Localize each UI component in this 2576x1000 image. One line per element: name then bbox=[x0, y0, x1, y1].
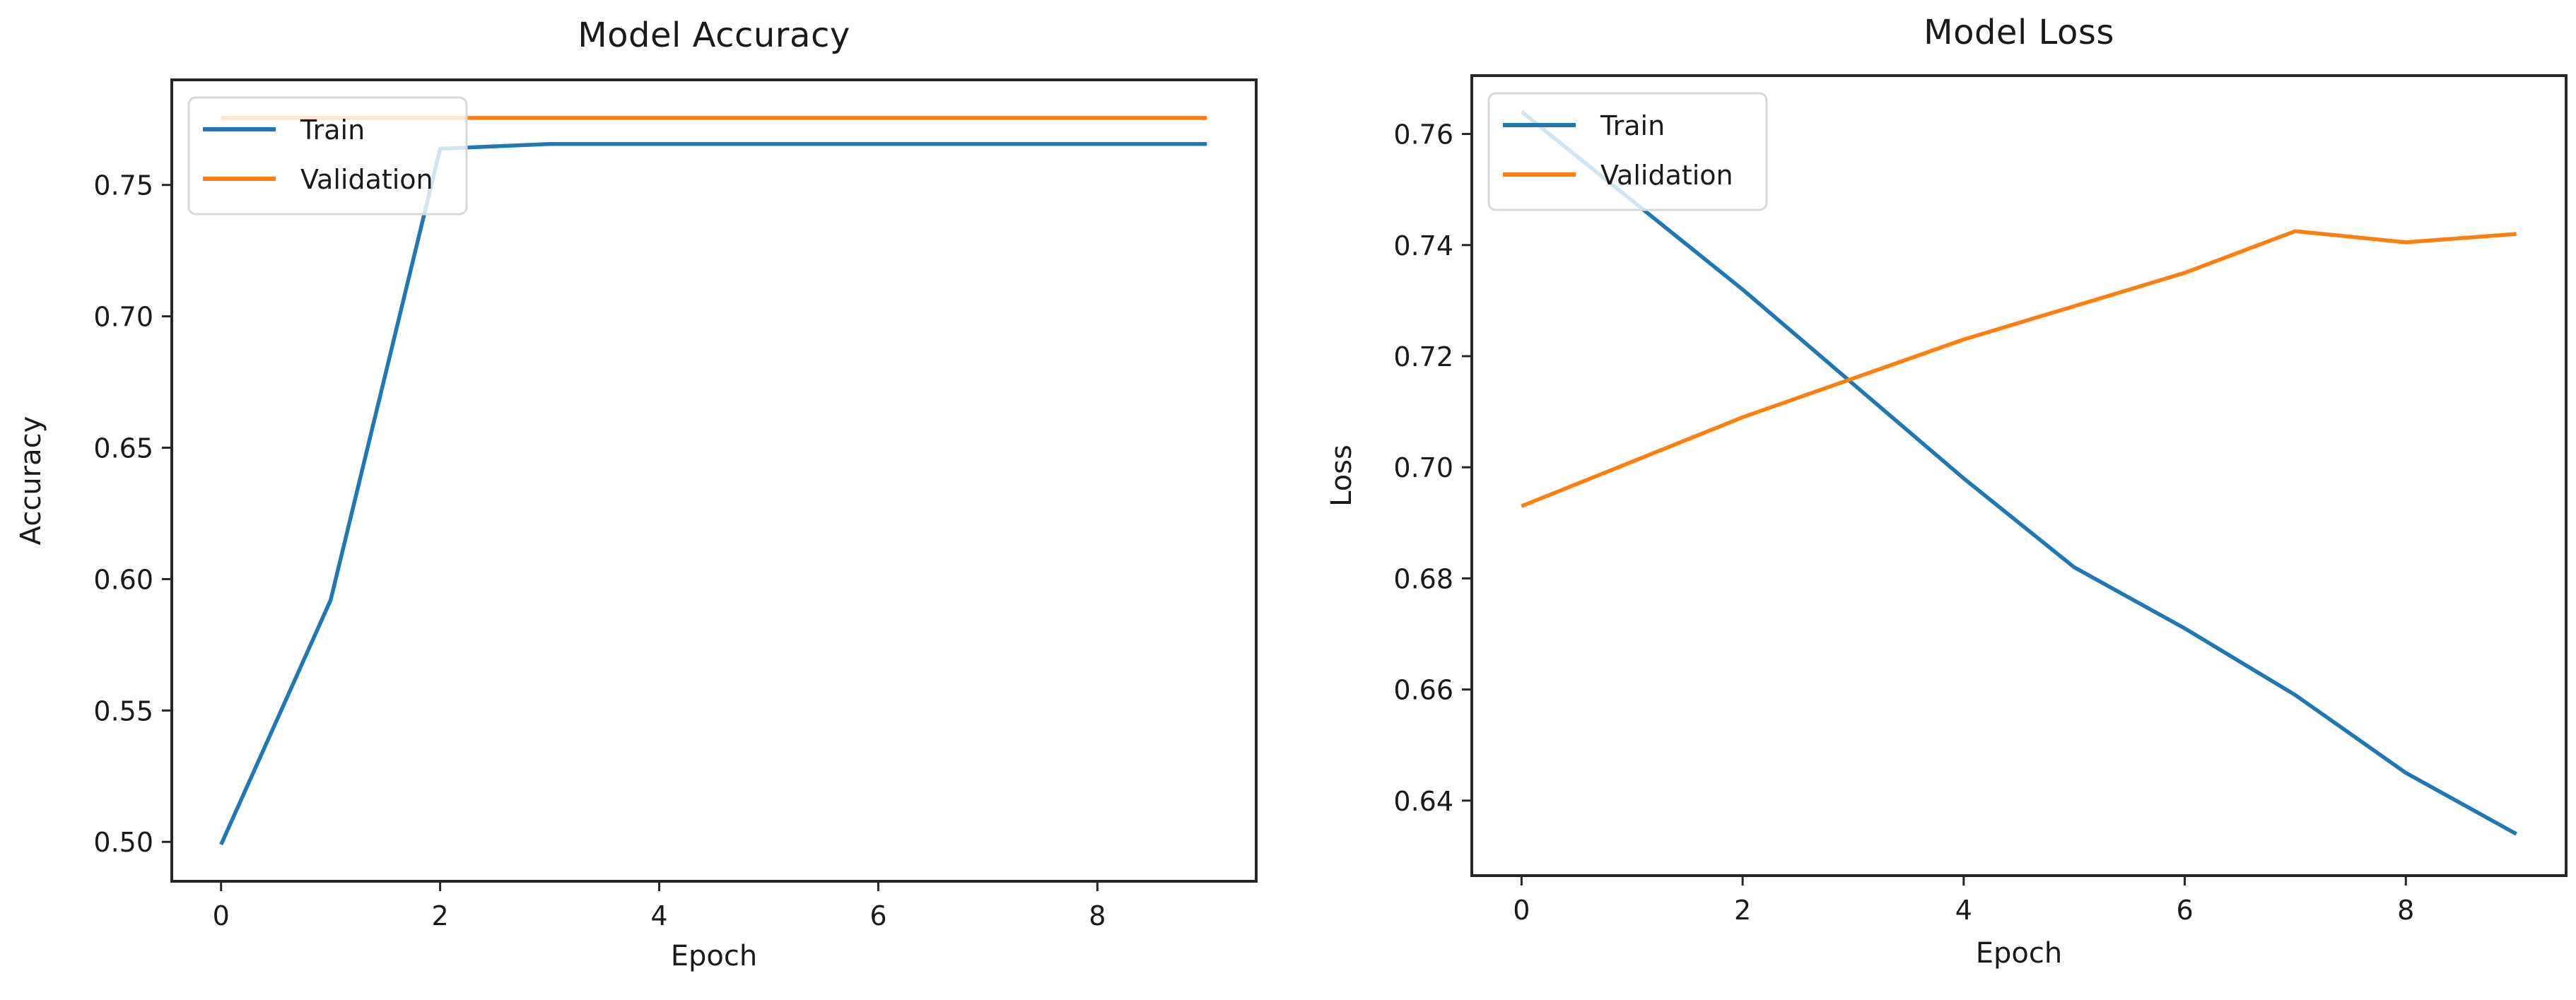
x-axis-label: Epoch bbox=[1975, 937, 2063, 970]
legend-box bbox=[187, 96, 468, 216]
y-tick-label: 0.70 bbox=[1393, 452, 1453, 483]
x-tick-label: 8 bbox=[1089, 900, 1106, 931]
y-tick-label: 0.50 bbox=[93, 827, 153, 858]
legend: Train Validation bbox=[1487, 92, 1768, 211]
y-tick-label: 0.72 bbox=[1393, 341, 1453, 372]
y-tick-label: 0.75 bbox=[93, 170, 153, 201]
legend-label-validation: Validation bbox=[1600, 160, 1733, 191]
x-tick-label: 6 bbox=[870, 900, 886, 931]
accuracy-chart-panel: Model Accuracy Accuracy 0 2 4 6 8 0.50 0.55 0.6… bbox=[15, 16, 1258, 972]
y-tick-label: 0.74 bbox=[1393, 230, 1453, 261]
x-tick-label: 8 bbox=[2397, 895, 2414, 926]
legend-box bbox=[1487, 92, 1768, 211]
series-line-validation bbox=[1521, 229, 2517, 508]
x-tick-label: 2 bbox=[1734, 895, 1751, 926]
legend-label-train: Train bbox=[1600, 110, 1665, 141]
x-tick-label: 6 bbox=[2176, 895, 2193, 926]
accuracy-plot-area: 0 2 4 6 8 0.50 0.55 0.60 0.65 0.70 0.75 Train Valida… bbox=[93, 78, 1258, 931]
loss-chart-panel: Model Loss Loss 0 2 4 6 8 0.64 0.66 0.68 0.70 0.7… bbox=[1288, 0, 2576, 1000]
x-axis-label: Epoch bbox=[670, 940, 758, 972]
y-tick-label: 0.66 bbox=[1393, 675, 1453, 706]
y-tick-label: 0.64 bbox=[1393, 786, 1453, 817]
y-tick-label: 0.65 bbox=[93, 433, 153, 464]
chart-title: Model Accuracy bbox=[578, 16, 850, 55]
x-tick-label: 0 bbox=[213, 900, 230, 931]
legend-label-train: Train bbox=[300, 114, 365, 146]
y-tick-label: 0.70 bbox=[93, 302, 153, 333]
y-tick-label: 0.60 bbox=[93, 564, 153, 595]
x-tick-label: 4 bbox=[650, 900, 667, 931]
x-tick-label: 2 bbox=[432, 900, 449, 931]
axes-border bbox=[170, 78, 1258, 883]
loss-plot-area: 0 2 4 6 8 0.64 0.66 0.68 0.70 0.72 0.74 0.76 Train Va… bbox=[1393, 74, 2568, 926]
x-tick-label: 0 bbox=[1513, 895, 1530, 926]
legend: Train Validation bbox=[187, 96, 468, 216]
axes-border bbox=[1470, 74, 2568, 877]
y-tick-label: 0.76 bbox=[1393, 119, 1453, 151]
y-tick-label: 0.68 bbox=[1393, 563, 1453, 594]
x-tick-label: 4 bbox=[1955, 895, 1972, 926]
y-tick-label: 0.55 bbox=[93, 695, 153, 727]
legend-label-validation: Validation bbox=[300, 164, 433, 195]
series-line-train bbox=[219, 141, 1207, 846]
series-line-train bbox=[1520, 110, 2517, 836]
chart-title: Model Loss bbox=[1924, 13, 2114, 52]
